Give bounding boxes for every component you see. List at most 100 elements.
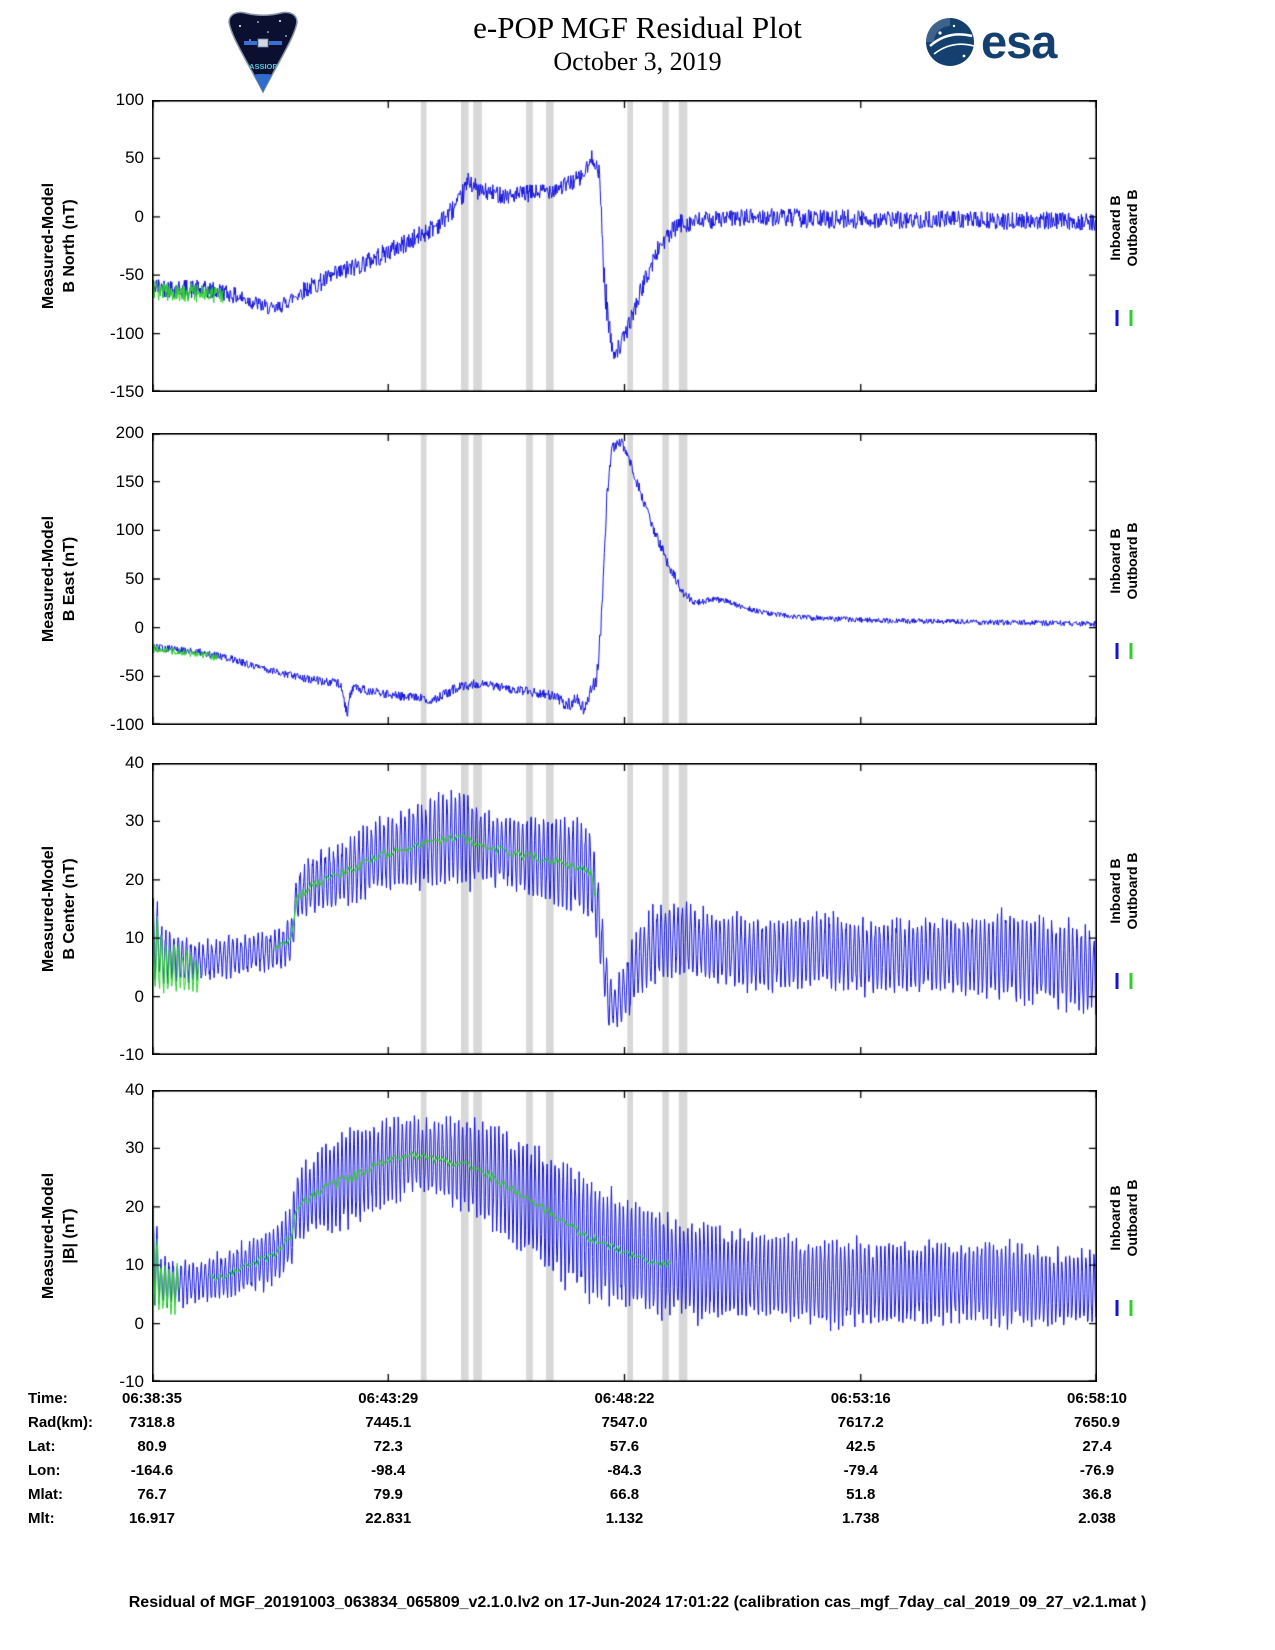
legend-marks (1115, 310, 1133, 326)
y-tick-labels: 100 50 0 -50 -100 -150 (86, 90, 144, 401)
info-value: -98.4 (371, 1462, 406, 1479)
panel-legend: Inboard B Outboard B (1103, 433, 1145, 725)
y-tick-label: 0 (134, 617, 144, 637)
esa-wordmark: esa (981, 15, 1057, 68)
info-row-label: Lat: (28, 1438, 56, 1455)
info-row-mlt: Mlt: 16.917 22.831 1.132 1.738 2.038 (0, 1510, 1275, 1534)
y-tick-label: 40 (125, 1080, 144, 1099)
info-value: 27.4 (1082, 1438, 1112, 1455)
legend-marks (1115, 973, 1133, 989)
y-tick-label: -100 (109, 715, 144, 734)
page-subtitle: October 3, 2019 (553, 47, 722, 76)
y-axis-label-b-north: Measured-Model B North (nT) (28, 100, 90, 392)
ylabel-line2: B East (nT) (61, 536, 78, 622)
info-row-label: Lon: (28, 1462, 61, 1479)
y-tick-labels: 40 30 20 10 0 -10 (86, 753, 144, 1064)
y-tick-labels: 200 150 100 50 0 -50 -100 (86, 423, 144, 734)
legend-marks (1115, 1300, 1133, 1316)
inboard-line-swatch (1115, 310, 1119, 326)
info-value: 79.9 (373, 1486, 403, 1503)
legend-inboard-label: Inboard B (1107, 1185, 1123, 1252)
inboard-line-swatch (1115, 643, 1119, 659)
legend-outboard-label: Outboard B (1124, 189, 1140, 267)
y-axis-label-b-magnitude: Measured-Model |B| (nT) (28, 1090, 90, 1382)
info-row-time: Time: 06:38:35 06:43:29 06:48:22 06:53:16 06:… (0, 1390, 1275, 1414)
legend-labels: Inboard B Outboard B (1107, 853, 1141, 930)
y-tick-label: 10 (125, 1255, 144, 1275)
legend-labels: Inboard B Outboard B (1107, 1180, 1141, 1257)
outboard-line-swatch (1129, 1300, 1133, 1316)
ylabel-line2: B Center (nT) (61, 858, 78, 960)
info-row-label: Time: (28, 1390, 68, 1407)
legend-labels: Inboard B Outboard B (1107, 523, 1141, 600)
info-value: 80.9 (137, 1438, 167, 1455)
ylabel-line1: Measured-Model (40, 182, 57, 310)
info-value: 36.8 (1082, 1486, 1112, 1503)
outboard-line-swatch (1129, 973, 1133, 989)
y-tick-label: 100 (115, 90, 144, 109)
legend-labels: Inboard B Outboard B (1107, 190, 1141, 267)
info-row-radkm: Rad(km): 7318.8 7445.1 7547.0 7617.2 7650.9 (0, 1414, 1275, 1438)
y-tick-label: 20 (125, 869, 144, 889)
cassiope-patch-logo: CASSIOPE (228, 11, 298, 94)
panel-legend: Inboard B Outboard B (1103, 1090, 1145, 1382)
info-value: 57.6 (609, 1438, 640, 1455)
info-value: 76.7 (137, 1486, 167, 1503)
y-tick-label: 20 (125, 1196, 144, 1216)
ephemeris-table: Time: 06:38:35 06:43:29 06:48:22 06:53:16 06:… (0, 1390, 1275, 1540)
page-title: e-POP MGF Residual Plot (473, 10, 802, 45)
esa-emblem-icon (926, 18, 975, 66)
plot-area-b-center (152, 763, 1097, 1055)
info-value: -79.4 (843, 1462, 878, 1479)
outboard-line-swatch (1129, 310, 1133, 326)
legend-inboard-label: Inboard B (1107, 195, 1123, 262)
patch-satellite-icon (244, 38, 282, 48)
y-tick-label: -100 (109, 323, 144, 343)
y-tick-label: -50 (119, 666, 144, 686)
legend-inboard-label: Inboard B (1107, 528, 1123, 595)
info-value: 1.738 (841, 1510, 880, 1527)
y-tick-label: 30 (125, 1138, 144, 1158)
y-tick-labels: 40 30 20 10 0 -10 (86, 1080, 144, 1391)
info-row-label: Rad(km): (28, 1414, 94, 1431)
ylabel-line1: Measured-Model (40, 515, 57, 643)
inboard-line-swatch (1115, 973, 1119, 989)
ylabel-line2: |B| (nT) (61, 1208, 78, 1264)
panel-b-north: Measured-Model B North (nT) 100 50 0 -50 -10… (0, 90, 1275, 401)
y-axis-label-b-center: Measured-Model B Center (nT) (28, 763, 90, 1055)
panel-legend: Inboard B Outboard B (1103, 100, 1145, 392)
info-row-lat: Lat: 80.9 72.3 57.6 42.5 27.4 (0, 1438, 1275, 1462)
y-tick-label: 0 (134, 206, 144, 226)
info-value: 06:58:10 (1066, 1390, 1128, 1407)
legend-inboard-label: Inboard B (1107, 858, 1123, 925)
y-tick-label: 0 (134, 986, 144, 1006)
outboard-line-swatch (1129, 643, 1133, 659)
info-value: 72.3 (373, 1438, 403, 1455)
info-value: 42.5 (846, 1438, 876, 1455)
info-value: 7547.0 (601, 1414, 648, 1431)
y-tick-label: -10 (119, 1045, 144, 1064)
info-row-lon: Lon: -164.6 -98.4 -84.3 -79.4 -76.9 (0, 1462, 1275, 1486)
panel-legend: Inboard B Outboard B (1103, 763, 1145, 1055)
plot-area-b-north (152, 100, 1097, 392)
info-value: -84.3 (607, 1462, 642, 1479)
ylabel-line2: B North (nT) (61, 199, 78, 293)
info-value: 2.038 (1078, 1510, 1116, 1527)
info-value: 22.831 (365, 1510, 412, 1527)
y-tick-label: 0 (134, 1313, 144, 1333)
info-value: -76.9 (1079, 1462, 1115, 1479)
y-tick-label: 30 (125, 811, 144, 831)
plot-area-b-east (152, 433, 1097, 725)
y-tick-label: 50 (125, 569, 144, 588)
info-value: -164.6 (130, 1462, 174, 1479)
y-axis-label-b-east: Measured-Model B East (nT) (28, 433, 90, 725)
info-row-label: Mlat: (28, 1486, 63, 1503)
ylabel-line1: Measured-Model (40, 1172, 57, 1300)
esa-logo: esa (924, 15, 1057, 68)
info-value: 06:43:29 (358, 1390, 419, 1407)
y-tick-label: 10 (125, 928, 144, 948)
figure-title-block: e-POP MGF Residual Plot October 3, 2019 (473, 10, 802, 78)
info-value: 66.8 (609, 1486, 640, 1503)
panel-b-magnitude: Measured-Model |B| (nT) 40 30 20 10 0 -10 Inb… (0, 1080, 1275, 1391)
